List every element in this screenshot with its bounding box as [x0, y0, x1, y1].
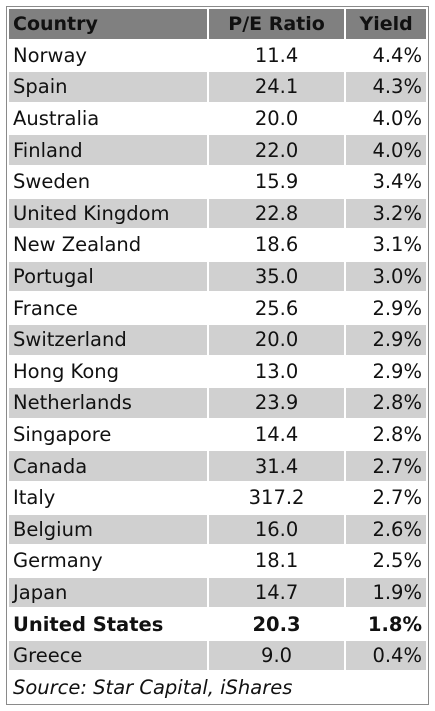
table-row: New Zealand 18.6 3.1% — [9, 230, 426, 260]
country-cell: Switzerland — [9, 324, 207, 355]
header-row: Country P/E Ratio Yield — [9, 9, 426, 39]
yield-cell: 0.4% — [346, 640, 426, 671]
table-row: Switzerland 20.0 2.9% — [9, 324, 426, 355]
country-cell: Netherlands — [9, 388, 207, 418]
column-header-pe-ratio: P/E Ratio — [208, 9, 345, 39]
pe-ratio-cell: 20.0 — [208, 103, 345, 134]
table-row: United Kingdom 22.8 3.2% — [9, 198, 426, 229]
yield-cell: 3.2% — [346, 198, 426, 229]
valuation-table-container: Country P/E Ratio Yield Norway 11.4 4.4% Sp… — [6, 6, 429, 706]
country-cell: Germany — [9, 546, 207, 576]
yield-cell: 4.4% — [346, 40, 426, 71]
table-row: Belgium 16.0 2.6% — [9, 514, 426, 545]
country-cell: France — [9, 293, 207, 323]
table-row: France 25.6 2.9% — [9, 293, 426, 323]
pe-ratio-cell: 20.0 — [208, 324, 345, 355]
pe-ratio-cell: 14.4 — [208, 419, 345, 450]
table-row: Germany 18.1 2.5% — [9, 546, 426, 576]
yield-cell: 2.5% — [346, 546, 426, 576]
pe-ratio-cell: 22.0 — [208, 135, 345, 165]
country-cell: Japan — [9, 577, 207, 608]
pe-ratio-cell: 20.3 — [208, 609, 345, 639]
table-row: Italy 317.2 2.7% — [9, 482, 426, 513]
yield-cell: 4.0% — [346, 103, 426, 134]
country-cell: Norway — [9, 40, 207, 71]
country-cell: United Kingdom — [9, 198, 207, 229]
yield-cell: 2.8% — [346, 388, 426, 418]
country-cell: New Zealand — [9, 230, 207, 260]
pe-ratio-cell: 35.0 — [208, 261, 345, 292]
table-row: Singapore 14.4 2.8% — [9, 419, 426, 450]
yield-cell: 3.1% — [346, 230, 426, 260]
table-row: Sweden 15.9 3.4% — [9, 166, 426, 197]
country-cell: Hong Kong — [9, 356, 207, 387]
pe-ratio-cell: 24.1 — [208, 72, 345, 102]
country-cell: United States — [9, 609, 207, 639]
pe-ratio-cell: 23.9 — [208, 388, 345, 418]
yield-cell: 4.3% — [346, 72, 426, 102]
table-row: Japan 14.7 1.9% — [9, 577, 426, 608]
yield-cell: 2.9% — [346, 324, 426, 355]
pe-ratio-cell: 9.0 — [208, 640, 345, 671]
pe-ratio-cell: 18.6 — [208, 230, 345, 260]
pe-ratio-cell: 14.7 — [208, 577, 345, 608]
table-row: Norway 11.4 4.4% — [9, 40, 426, 71]
country-cell: Portugal — [9, 261, 207, 292]
table-row: Australia 20.0 4.0% — [9, 103, 426, 134]
table-row: United States 20.3 1.8% — [9, 609, 426, 639]
country-cell: Singapore — [9, 419, 207, 450]
pe-ratio-cell: 317.2 — [208, 482, 345, 513]
pe-ratio-cell: 13.0 — [208, 356, 345, 387]
table-row: Greece 9.0 0.4% — [9, 640, 426, 671]
country-cell: Spain — [9, 72, 207, 102]
yield-cell: 3.4% — [346, 166, 426, 197]
source-row: Source: Star Capital, iShares — [9, 672, 426, 703]
valuation-table: Country P/E Ratio Yield Norway 11.4 4.4% Sp… — [7, 7, 428, 704]
country-cell: Australia — [9, 103, 207, 134]
pe-ratio-cell: 16.0 — [208, 514, 345, 545]
pe-ratio-cell: 18.1 — [208, 546, 345, 576]
column-header-yield: Yield — [346, 9, 426, 39]
pe-ratio-cell: 31.4 — [208, 451, 345, 481]
yield-cell: 1.9% — [346, 577, 426, 608]
column-header-country: Country — [9, 9, 207, 39]
yield-cell: 1.8% — [346, 609, 426, 639]
yield-cell: 2.6% — [346, 514, 426, 545]
table-row: Portugal 35.0 3.0% — [9, 261, 426, 292]
table-row: Spain 24.1 4.3% — [9, 72, 426, 102]
country-cell: Greece — [9, 640, 207, 671]
country-cell: Sweden — [9, 166, 207, 197]
yield-cell: 2.7% — [346, 482, 426, 513]
source-note: Source: Star Capital, iShares — [9, 672, 426, 703]
table-row: Hong Kong 13.0 2.9% — [9, 356, 426, 387]
yield-cell: 2.9% — [346, 356, 426, 387]
yield-cell: 3.0% — [346, 261, 426, 292]
pe-ratio-cell: 15.9 — [208, 166, 345, 197]
country-cell: Belgium — [9, 514, 207, 545]
pe-ratio-cell: 25.6 — [208, 293, 345, 323]
table-body: Norway 11.4 4.4% Spain 24.1 4.3% Australia 20.0… — [9, 40, 426, 671]
country-cell: Finland — [9, 135, 207, 165]
country-cell: Italy — [9, 482, 207, 513]
yield-cell: 2.9% — [346, 293, 426, 323]
pe-ratio-cell: 11.4 — [208, 40, 345, 71]
yield-cell: 2.7% — [346, 451, 426, 481]
yield-cell: 2.8% — [346, 419, 426, 450]
table-row: Finland 22.0 4.0% — [9, 135, 426, 165]
yield-cell: 4.0% — [346, 135, 426, 165]
country-cell: Canada — [9, 451, 207, 481]
table-row: Canada 31.4 2.7% — [9, 451, 426, 481]
pe-ratio-cell: 22.8 — [208, 198, 345, 229]
table-row: Netherlands 23.9 2.8% — [9, 388, 426, 418]
